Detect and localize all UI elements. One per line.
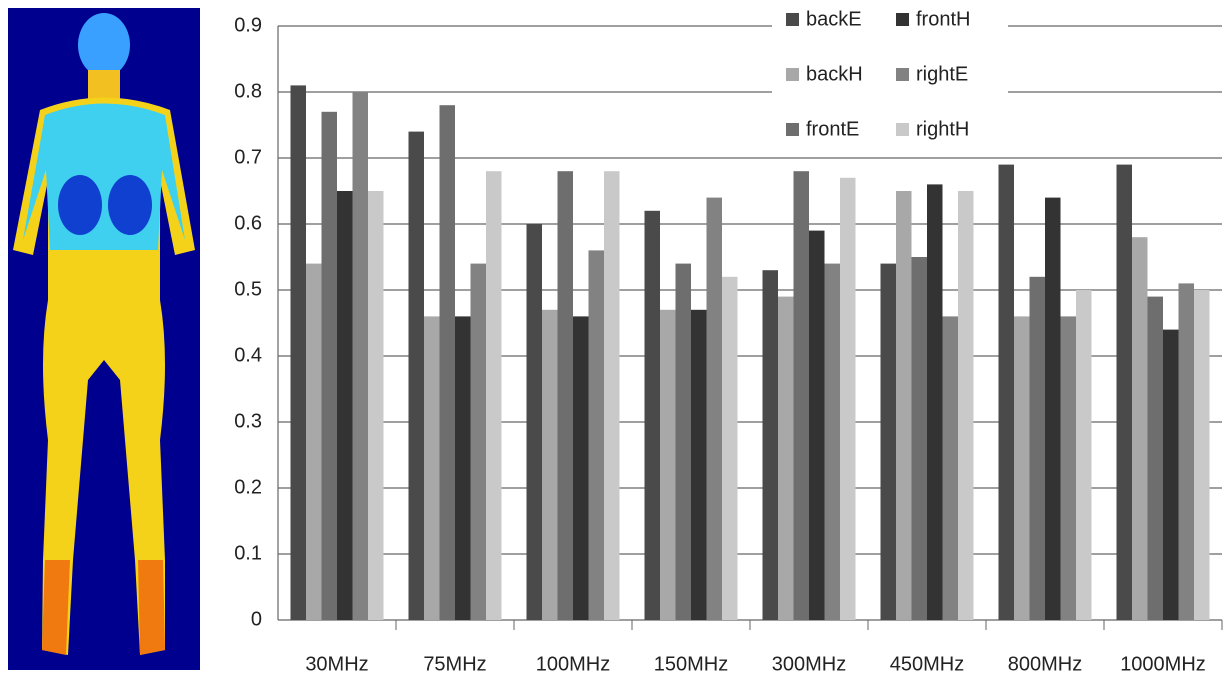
bar xyxy=(840,177,856,621)
y-tick-label: 0.8 xyxy=(234,80,262,102)
y-tick-label: 0.9 xyxy=(234,14,262,36)
bar xyxy=(1076,290,1092,620)
bar xyxy=(424,316,440,620)
legend-label: frontH xyxy=(916,8,970,30)
y-tick-label: 0.6 xyxy=(234,212,262,234)
bar xyxy=(455,316,471,620)
bar xyxy=(526,224,542,620)
bar xyxy=(1029,276,1045,620)
bar xyxy=(1147,296,1163,620)
legend-label: backH xyxy=(806,63,863,85)
legend-label: backE xyxy=(806,8,862,30)
bar xyxy=(809,230,825,620)
bar xyxy=(470,263,486,620)
bar xyxy=(1163,329,1179,620)
bar xyxy=(337,191,353,620)
x-tick-label: 150MHz xyxy=(654,653,728,675)
bar xyxy=(793,171,809,620)
legend-swatch xyxy=(896,68,909,81)
legend-box xyxy=(772,0,1008,150)
legend-label: rightH xyxy=(916,118,969,140)
y-tick-label: 0.4 xyxy=(234,344,262,366)
legend-swatch xyxy=(896,123,909,136)
bar xyxy=(762,270,778,620)
bar xyxy=(290,85,306,620)
legend-swatch xyxy=(786,123,799,136)
legend: backE backH frontE frontH rightE rightH xyxy=(772,0,1008,150)
bar xyxy=(604,171,620,620)
bar xyxy=(927,184,943,620)
x-tick-label: 100MHz xyxy=(536,653,610,675)
bar xyxy=(1060,316,1076,620)
legend-label: rightE xyxy=(916,63,968,85)
y-tick-label: 0.3 xyxy=(234,410,262,432)
legend-label: frontE xyxy=(806,118,859,140)
body-heatmap xyxy=(8,8,200,670)
bar xyxy=(958,191,974,620)
bar xyxy=(352,92,368,620)
bar xyxy=(321,111,337,621)
y-tick-label: 0.1 xyxy=(234,542,262,564)
legend-swatch xyxy=(786,13,799,26)
bar xyxy=(557,171,573,620)
bar xyxy=(306,263,322,620)
bar xyxy=(573,316,589,620)
bar xyxy=(542,309,558,620)
bar xyxy=(644,210,660,621)
x-tick-label: 30MHz xyxy=(305,653,368,675)
bar xyxy=(1116,164,1132,620)
bar xyxy=(439,105,455,620)
y-tick-label: 0 xyxy=(251,608,262,630)
bar xyxy=(911,257,927,620)
bar xyxy=(408,131,424,620)
legend-swatch xyxy=(896,13,909,26)
bar xyxy=(1014,316,1030,620)
bar xyxy=(368,191,384,620)
legend-swatch xyxy=(786,68,799,81)
x-tick-label: 1000MHz xyxy=(1120,653,1206,675)
bar xyxy=(1132,237,1148,620)
x-tick-label: 450MHz xyxy=(890,653,964,675)
bar xyxy=(880,263,896,620)
bar xyxy=(486,171,502,620)
bar xyxy=(896,191,912,620)
x-tick-label: 800MHz xyxy=(1008,653,1082,675)
y-tick-label: 0.5 xyxy=(234,278,262,300)
bar xyxy=(691,309,707,620)
bar xyxy=(1045,197,1061,620)
y-tick-label: 0.2 xyxy=(234,476,262,498)
x-tick-label: 75MHz xyxy=(423,653,486,675)
bar xyxy=(778,296,794,620)
x-tick-label: 300MHz xyxy=(772,653,846,675)
bar xyxy=(998,164,1014,620)
bar xyxy=(942,316,958,620)
bar xyxy=(722,276,738,620)
bar xyxy=(588,250,604,620)
bar xyxy=(1194,290,1210,620)
bar xyxy=(660,309,676,620)
bar xyxy=(1178,283,1194,620)
y-tick-label: 0.7 xyxy=(234,146,262,168)
bar xyxy=(824,263,840,620)
bar xyxy=(675,263,691,620)
plot-area: 0 0.1 0.2 0.3 0.4 0.5 0.6 0.7 0.8 0.9 30MHz 75MHz 10… xyxy=(234,14,1223,675)
bar xyxy=(706,197,722,620)
